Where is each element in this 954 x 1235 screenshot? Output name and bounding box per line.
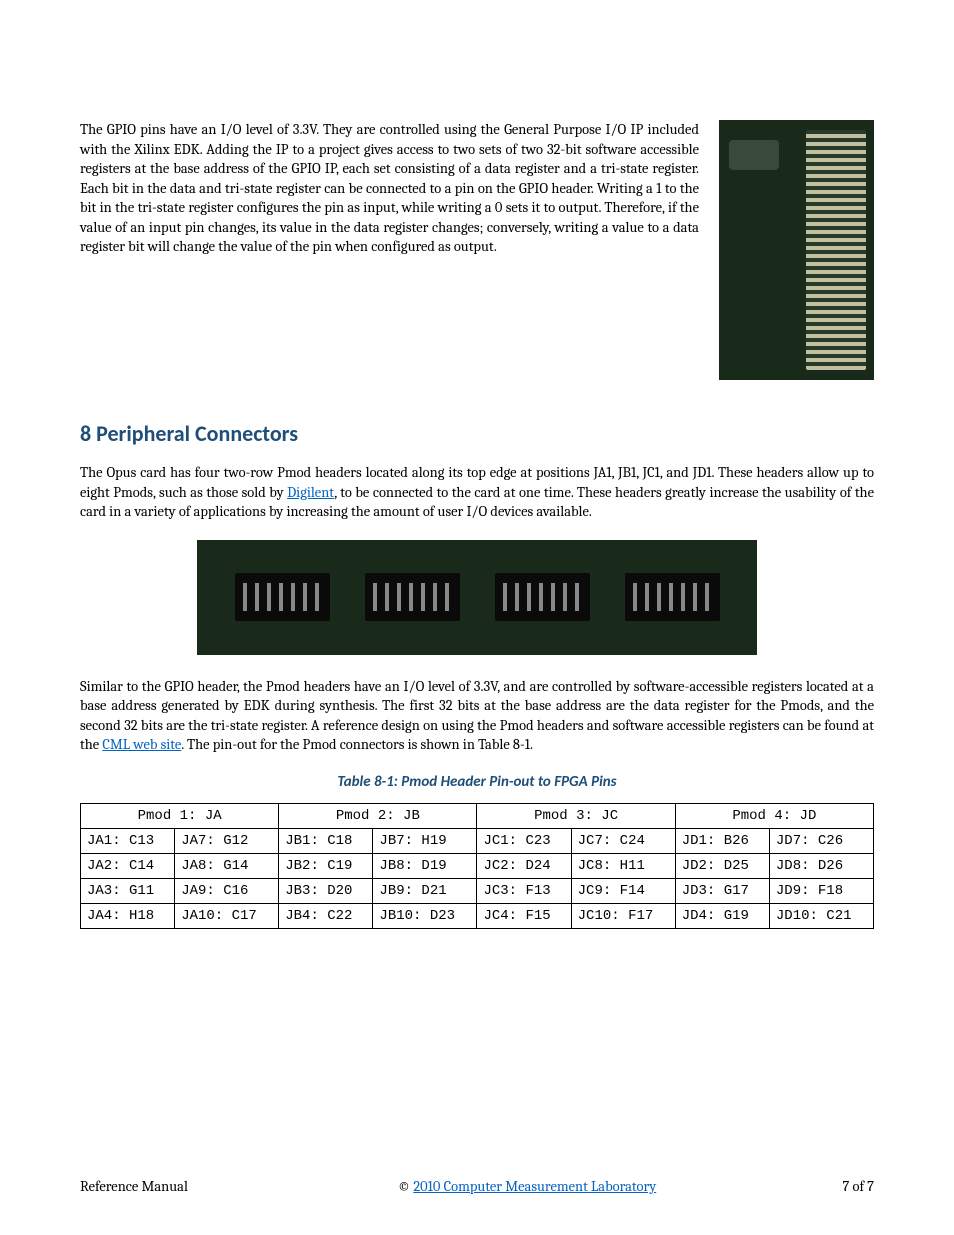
pmod-connector <box>235 573 330 621</box>
table-cell: JA1: C13 <box>81 828 175 853</box>
table-cell: JA3: G11 <box>81 878 175 903</box>
table-header: Pmod 4: JD <box>675 803 873 828</box>
footer-left: Reference Manual <box>80 1178 280 1195</box>
pmod-intro-paragraph: The Opus card has four two-row Pmod head… <box>80 463 874 522</box>
gpio-paragraph: The GPIO pins have an I/O level of 3.3V.… <box>80 120 699 380</box>
table-cell: JD3: G17 <box>675 878 769 903</box>
table-cell: JC4: F15 <box>477 903 571 928</box>
table-caption: Table 8-1: Pmod Header Pin-out to FPGA P… <box>80 773 874 791</box>
pmod-detail-paragraph: Similar to the GPIO header, the Pmod hea… <box>80 677 874 755</box>
table-header-row: Pmod 1: JA Pmod 2: JB Pmod 3: JC Pmod 4:… <box>81 803 874 828</box>
gpio-header-photo <box>719 120 874 380</box>
table-cell: JA2: C14 <box>81 853 175 878</box>
table-cell: JB10: D23 <box>373 903 477 928</box>
table-cell: JC2: D24 <box>477 853 571 878</box>
table-cell: JD1: B26 <box>675 828 769 853</box>
digilent-link[interactable]: Digilent <box>287 484 334 501</box>
table-row: JA1: C13JA7: G12JB1: C18JB7: H19JC1: C23… <box>81 828 874 853</box>
table-cell: JC10: F17 <box>571 903 675 928</box>
cml-link[interactable]: CML web site <box>102 736 181 753</box>
table-cell: JD10: C21 <box>769 903 873 928</box>
pmod-detail-text-post: . The pin-out for the Pmod connectors is… <box>181 736 533 753</box>
table-cell: JA8: G14 <box>175 853 279 878</box>
section-heading: 8 Peripheral Connectors <box>80 420 874 447</box>
table-cell: JD7: C26 <box>769 828 873 853</box>
table-cell: JB4: C22 <box>279 903 373 928</box>
pmod-connector <box>495 573 590 621</box>
pinout-table: Pmod 1: JA Pmod 2: JB Pmod 3: JC Pmod 4:… <box>80 803 874 929</box>
table-header: Pmod 2: JB <box>279 803 477 828</box>
table-cell: JC8: H11 <box>571 853 675 878</box>
table-cell: JD8: D26 <box>769 853 873 878</box>
table-header: Pmod 1: JA <box>81 803 279 828</box>
table-row: JA2: C14JA8: G14JB2: C19JB8: D19JC2: D24… <box>81 853 874 878</box>
pmod-connector <box>625 573 720 621</box>
table-cell: JB9: D21 <box>373 878 477 903</box>
gpio-section: The GPIO pins have an I/O level of 3.3V.… <box>80 120 874 380</box>
table-cell: JC3: F13 <box>477 878 571 903</box>
table-cell: JA4: H18 <box>81 903 175 928</box>
page-footer: Reference Manual © 2010 Computer Measure… <box>80 1178 874 1195</box>
table-cell: JB2: C19 <box>279 853 373 878</box>
table-cell: JC9: F14 <box>571 878 675 903</box>
table-cell: JB1: C18 <box>279 828 373 853</box>
footer-cml-link[interactable]: 2010 Computer Measurement Laboratory <box>413 1178 656 1195</box>
footer-center: © 2010 Computer Measurement Laboratory <box>280 1178 774 1195</box>
table-cell: JA7: G12 <box>175 828 279 853</box>
footer-copyright-prefix: © <box>398 1178 414 1195</box>
table-cell: JB8: D19 <box>373 853 477 878</box>
table-cell: JD2: D25 <box>675 853 769 878</box>
table-cell: JC7: C24 <box>571 828 675 853</box>
table-cell: JD4: G19 <box>675 903 769 928</box>
pmod-connector <box>365 573 460 621</box>
table-cell: JD9: F18 <box>769 878 873 903</box>
pmod-headers-photo <box>197 540 757 655</box>
footer-right: 7 of 7 <box>774 1178 874 1195</box>
table-cell: JA9: C16 <box>175 878 279 903</box>
table-row: JA4: H18JA10: C17JB4: C22JB10: D23JC4: F… <box>81 903 874 928</box>
table-header: Pmod 3: JC <box>477 803 675 828</box>
table-row: JA3: G11JA9: C16JB3: D20JB9: D21JC3: F13… <box>81 878 874 903</box>
table-cell: JB7: H19 <box>373 828 477 853</box>
table-cell: JC1: C23 <box>477 828 571 853</box>
table-cell: JB3: D20 <box>279 878 373 903</box>
table-cell: JA10: C17 <box>175 903 279 928</box>
